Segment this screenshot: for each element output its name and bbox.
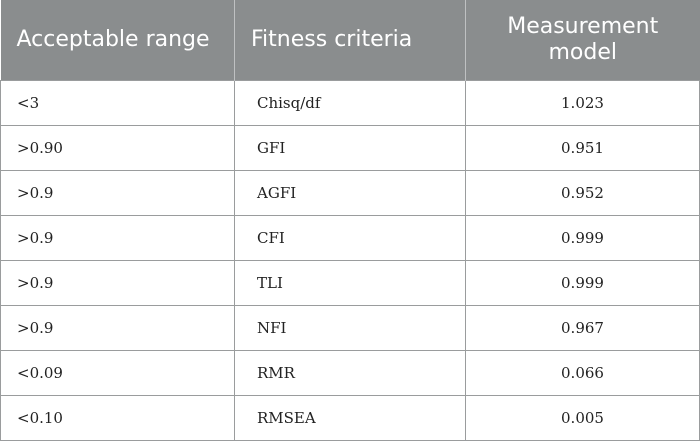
table-row: >0.9 CFI 0.999 <box>0 214 700 260</box>
cell-measurement-model: 0.999 <box>465 259 700 305</box>
header-fitness-criteria: Fitness criteria <box>234 0 466 80</box>
cell-acceptable-range: >0.90 <box>0 124 235 170</box>
cell-measurement-model: 1.023 <box>465 79 700 125</box>
table-row: >0.9 TLI 0.999 <box>0 259 700 305</box>
header-row: Acceptable range Fitness criteria Measur… <box>0 0 700 80</box>
cell-acceptable-range: >0.9 <box>0 259 235 305</box>
cell-acceptable-range: <0.09 <box>0 349 235 395</box>
table-row: >0.90 GFI 0.951 <box>0 124 700 170</box>
cell-fitness-criteria: CFI <box>234 214 466 260</box>
table-row: >0.9 AGFI 0.952 <box>0 169 700 215</box>
cell-fitness-criteria: AGFI <box>234 169 466 215</box>
table-row: <0.09 RMR 0.066 <box>0 349 700 395</box>
cell-measurement-model: 0.952 <box>465 169 700 215</box>
header-acceptable-range: Acceptable range <box>0 0 235 80</box>
cell-fitness-criteria: TLI <box>234 259 466 305</box>
cell-acceptable-range: >0.9 <box>0 214 235 260</box>
cell-fitness-criteria: GFI <box>234 124 466 170</box>
cell-fitness-criteria: RMSEA <box>234 394 466 441</box>
table-row: <3 Chisq/df 1.023 <box>0 79 700 125</box>
table-row: >0.9 NFI 0.967 <box>0 304 700 350</box>
cell-measurement-model: 0.066 <box>465 349 700 395</box>
cell-measurement-model: 0.999 <box>465 214 700 260</box>
cell-acceptable-range: <3 <box>0 79 235 125</box>
cell-fitness-criteria: RMR <box>234 349 466 395</box>
cell-measurement-model: 0.951 <box>465 124 700 170</box>
cell-measurement-model: 0.005 <box>465 394 700 441</box>
cell-fitness-criteria: NFI <box>234 304 466 350</box>
cell-acceptable-range: >0.9 <box>0 169 235 215</box>
cell-acceptable-range: <0.10 <box>0 394 235 441</box>
table-body: <3 Chisq/df 1.023 >0.90 GFI 0.951 >0.9 A… <box>0 79 700 441</box>
table-row: <0.10 RMSEA 0.005 <box>0 394 700 441</box>
cell-measurement-model: 0.967 <box>465 304 700 350</box>
cell-acceptable-range: >0.9 <box>0 304 235 350</box>
cell-fitness-criteria: Chisq/df <box>234 79 466 125</box>
header-measurement-model: Measurement model <box>465 0 700 80</box>
table-header: Acceptable range Fitness criteria Measur… <box>0 0 700 80</box>
